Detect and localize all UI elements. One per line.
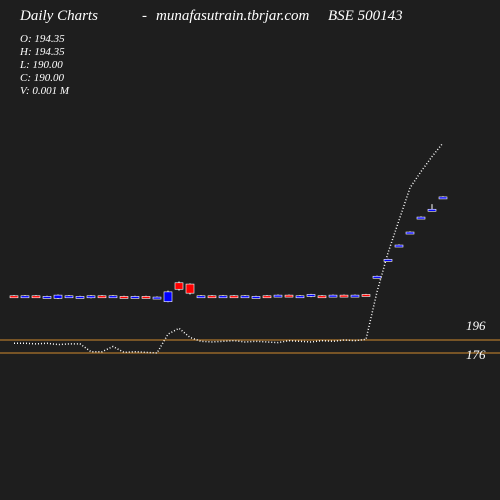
candle-body — [438, 196, 448, 200]
chart-title: Daily Charts — [19, 8, 98, 24]
candle-body — [97, 295, 107, 299]
candle-body — [306, 294, 316, 297]
ohlc-info: O: 194.35 — [20, 33, 65, 45]
candle-body — [295, 295, 305, 299]
candle-body — [141, 296, 151, 299]
symbol: BSE 500143 — [328, 8, 403, 24]
candle-body — [53, 294, 63, 299]
candle-body — [163, 291, 173, 302]
candle-body — [196, 295, 206, 299]
candle-body — [229, 295, 239, 299]
candle-body — [185, 283, 195, 294]
candle-body — [273, 294, 283, 298]
candle-body — [75, 296, 85, 299]
candle-body — [119, 296, 129, 299]
candle-body — [328, 294, 338, 298]
candle-body — [240, 295, 250, 299]
candle-body — [394, 244, 404, 248]
candle-body — [284, 294, 294, 298]
candle-body — [31, 295, 41, 299]
candle-body — [251, 296, 261, 299]
candle-body — [152, 296, 162, 300]
separator: - — [142, 8, 147, 24]
candle-body — [130, 296, 140, 299]
candle-body — [361, 294, 371, 297]
candle-body — [405, 231, 415, 235]
ohlc-info: V: 0.001 M — [20, 85, 70, 97]
candle-body — [262, 295, 272, 299]
candle-body — [174, 282, 184, 290]
candle-body — [218, 295, 228, 299]
candle-body — [383, 259, 393, 262]
site-name: munafasutrain.tbrjar.com — [156, 8, 310, 24]
dotted-line — [14, 142, 444, 354]
level-label: 196 — [466, 318, 486, 333]
candle-body — [339, 294, 349, 298]
candle-body — [372, 275, 382, 279]
candle-body — [207, 295, 217, 299]
candle-body — [20, 295, 30, 299]
ohlc-info: L: 190.00 — [19, 59, 63, 71]
level-label: 176 — [466, 347, 486, 362]
ohlc-info: C: 190.00 — [20, 72, 65, 84]
candle-body — [350, 294, 360, 298]
candle-body — [42, 296, 52, 299]
candle-body — [416, 216, 426, 220]
ohlc-info: H: 194.35 — [19, 46, 65, 58]
candle-body — [108, 295, 118, 299]
candle-body — [427, 208, 437, 212]
candle-body — [9, 295, 19, 299]
candle-body — [317, 295, 327, 299]
candle-body — [86, 295, 96, 299]
candle-body — [64, 295, 74, 299]
